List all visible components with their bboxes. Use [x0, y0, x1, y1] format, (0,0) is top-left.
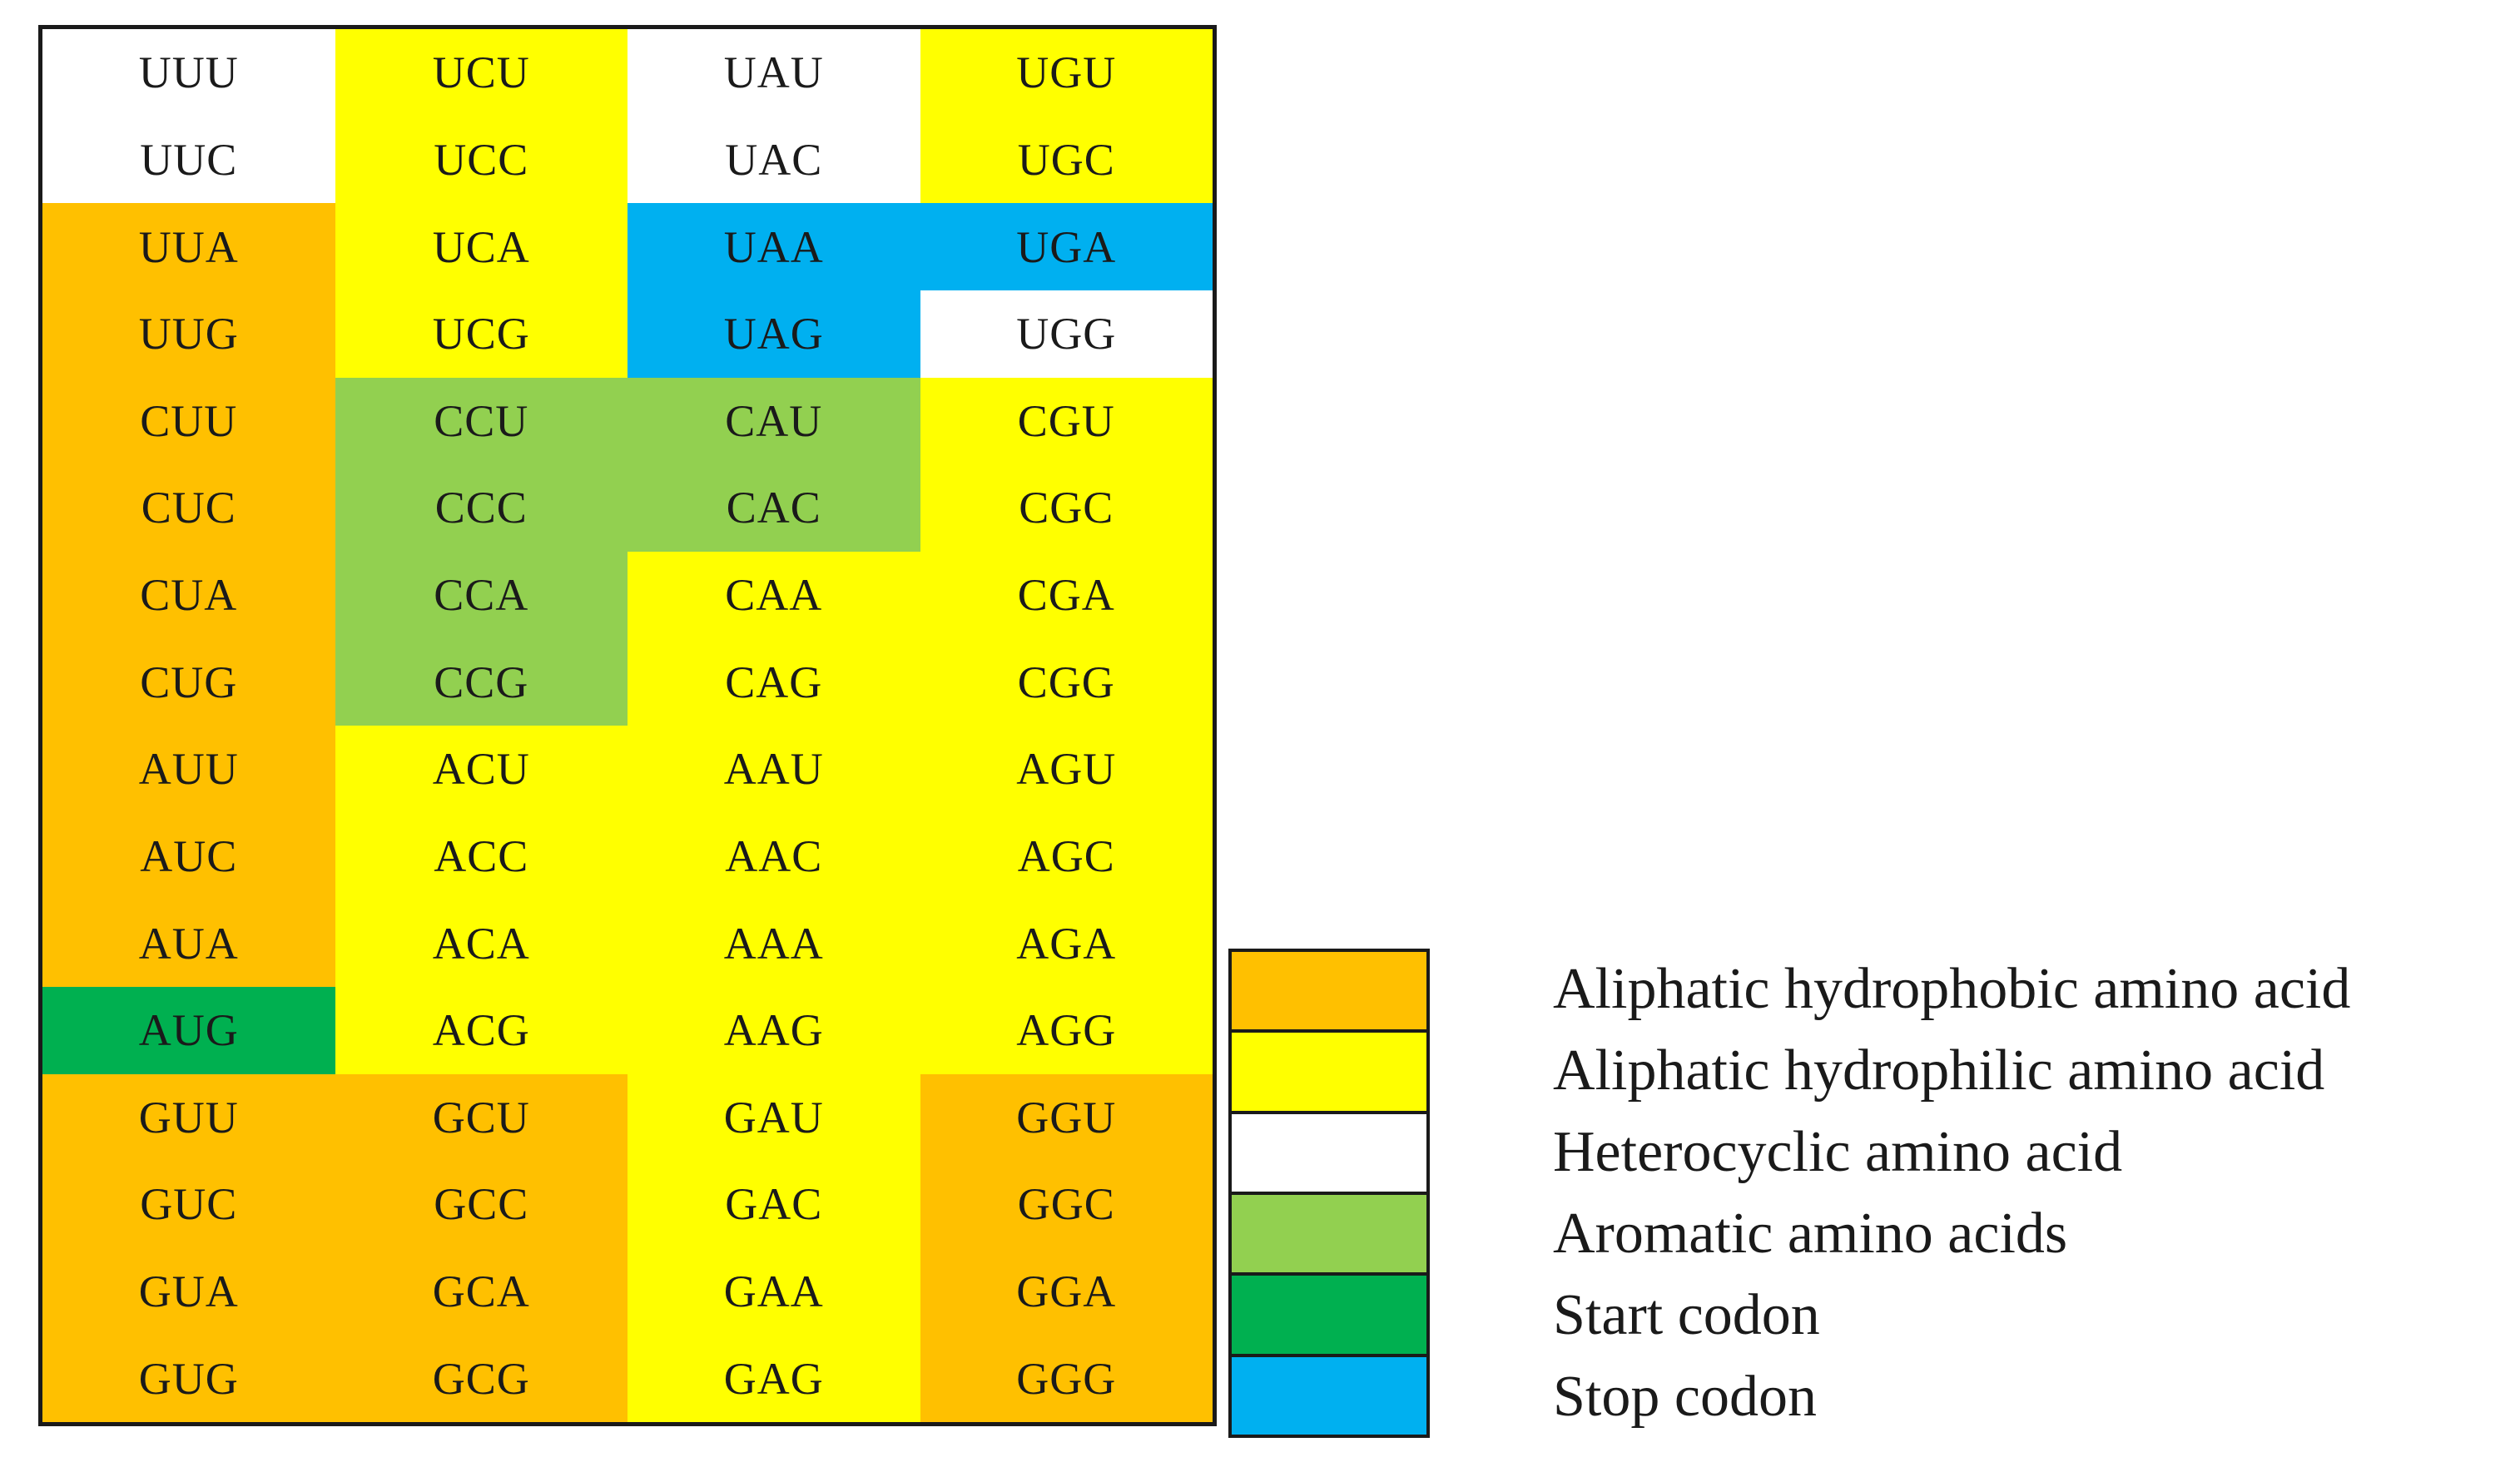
legend-swatch-heterocyclic [1232, 1113, 1426, 1195]
codon-cell-gau: GAU [628, 1073, 920, 1162]
codon-cell-agu: AGU [920, 726, 1213, 813]
legend-swatches [1228, 949, 1430, 1438]
codon-cell-gug: GUG [42, 1335, 335, 1422]
codon-cell-cuu: CUU [42, 377, 335, 465]
legend-swatch-aliphatic-hydrophobic [1232, 952, 1426, 1033]
codon-cell-cgc: CGC [920, 464, 1213, 552]
codon-cell-uau: UAU [628, 29, 920, 116]
codon-cell-aca: ACA [335, 900, 628, 987]
codon-cell-uca: UCA [335, 203, 628, 290]
codon-cell-gga: GGA [920, 1247, 1213, 1336]
codon-cell-gcc: GCC [335, 1161, 628, 1248]
codon-cell-aga: AGA [920, 900, 1213, 987]
legend-labels: Aliphatic hydrophobic amino acid Aliphati… [1553, 949, 2350, 1438]
codon-cell-cgu: CGU [920, 377, 1213, 465]
codon-cell-acc: ACC [335, 812, 628, 900]
legend-label-aliphatic-hydrophobic: Aliphatic hydrophobic amino acid [1553, 957, 2351, 1021]
codon-cell-cga: CGA [920, 551, 1213, 639]
codon-cell-cuc: CUC [42, 464, 335, 552]
codon-cell-gcu: GCU [335, 1073, 628, 1162]
codon-cell-ugc: UGC [920, 116, 1213, 204]
codon-cell-ucc: UCC [335, 116, 628, 204]
codon-cell-cag: CAG [628, 638, 920, 726]
codon-table: UUU UCU UAU UGU UUC UCC UAC UGC UUA UCA UAA UGA UUG U… [38, 25, 1217, 1426]
legend-label-heterocyclic: Heterocyclic amino acid [1553, 1120, 2123, 1184]
legend-label-aliphatic-hydrophilic: Aliphatic hydrophilic amino acid [1553, 1038, 2325, 1103]
codon-cell-gag: GAG [628, 1335, 920, 1422]
codon-cell-guc: GUC [42, 1161, 335, 1248]
legend-swatch-start [1232, 1276, 1426, 1357]
codon-cell-aug: AUG [42, 986, 335, 1074]
codon-cell-gcg: GCG [335, 1335, 628, 1422]
codon-cell-ccc: CCC [335, 464, 628, 552]
legend-label-start: Start codon [1553, 1283, 1820, 1347]
codon-cell-ggg: GGG [920, 1335, 1213, 1422]
codon-cell-ccg: CCG [335, 638, 628, 726]
legend-label-stop: Stop codon [1553, 1365, 1817, 1429]
codon-cell-aau: AAU [628, 726, 920, 813]
codon-cell-uua: UUA [42, 203, 335, 290]
codon-cell-ugu: UGU [920, 29, 1213, 116]
legend-swatch-stop [1232, 1356, 1426, 1435]
codon-cell-aaa: AAA [628, 900, 920, 987]
legend-swatch-aliphatic-hydrophilic [1232, 1033, 1426, 1114]
codon-cell-uag: UAG [628, 290, 920, 378]
codon-cell-cac: CAC [628, 464, 920, 552]
codon-cell-ucu: UCU [335, 29, 628, 116]
codon-cell-ggu: GGU [920, 1073, 1213, 1162]
codon-cell-cgg: CGG [920, 638, 1213, 726]
codon-cell-gaa: GAA [628, 1247, 920, 1336]
codon-cell-aua: AUA [42, 900, 335, 987]
codon-cell-agc: AGC [920, 812, 1213, 900]
codon-cell-ggc: GGC [920, 1161, 1213, 1248]
codon-cell-gca: GCA [335, 1247, 628, 1336]
codon-cell-agg: AGG [920, 986, 1213, 1074]
codon-cell-ccu: CCU [335, 377, 628, 465]
codon-cell-gua: GUA [42, 1247, 335, 1336]
codon-cell-uga: UGA [920, 203, 1213, 290]
codon-cell-aac: AAC [628, 812, 920, 900]
codon-cell-cau: CAU [628, 377, 920, 465]
codon-cell-guu: GUU [42, 1073, 335, 1162]
codon-cell-gac: GAC [628, 1161, 920, 1248]
codon-cell-uuu: UUU [42, 29, 335, 116]
codon-cell-uug: UUG [42, 290, 335, 378]
codon-cell-auu: AUU [42, 726, 335, 813]
codon-cell-uaa: UAA [628, 203, 920, 290]
codon-cell-uac: UAC [628, 116, 920, 204]
codon-cell-cug: CUG [42, 638, 335, 726]
codon-cell-cua: CUA [42, 551, 335, 639]
legend-swatch-aromatic [1232, 1194, 1426, 1276]
codon-cell-uuc: UUC [42, 116, 335, 204]
codon-cell-aag: AAG [628, 986, 920, 1074]
legend-label-aromatic: Aromatic amino acids [1553, 1202, 2068, 1266]
codon-cell-ucg: UCG [335, 290, 628, 378]
codon-cell-acu: ACU [335, 726, 628, 813]
codon-cell-auc: AUC [42, 812, 335, 900]
codon-cell-cca: CCA [335, 551, 628, 639]
codon-cell-acg: ACG [335, 986, 628, 1074]
codon-cell-caa: CAA [628, 551, 920, 639]
codon-cell-ugg: UGG [920, 290, 1213, 378]
